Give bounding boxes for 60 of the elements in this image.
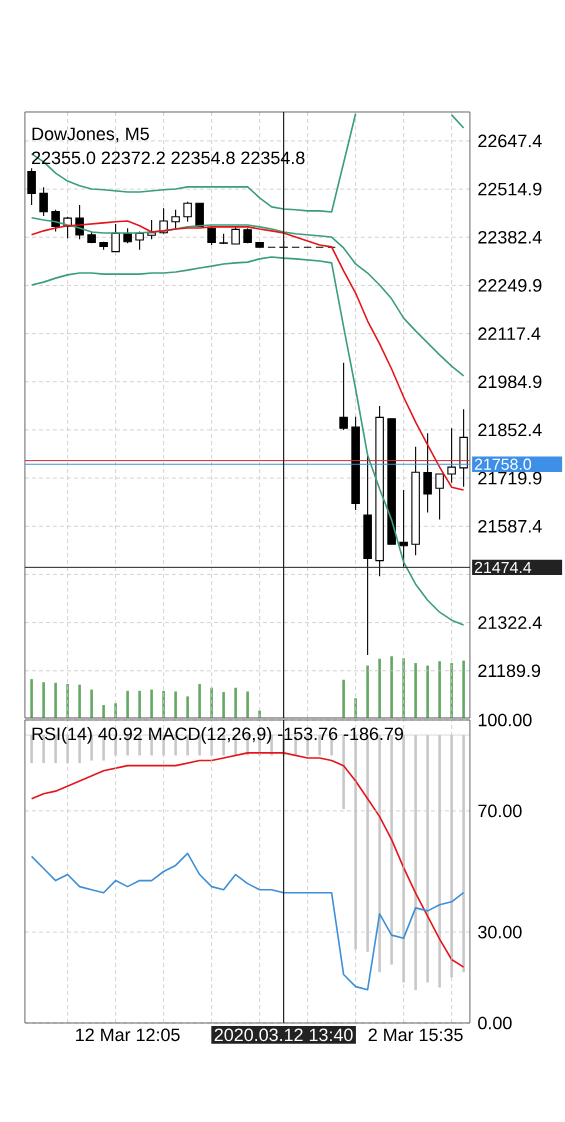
bar (462, 660, 465, 718)
y-tick-label: 21587.4 (478, 519, 542, 533)
candlestick (435, 473, 444, 521)
bar (246, 691, 249, 718)
bar (126, 690, 129, 718)
y-tick-label: 22249.9 (478, 279, 542, 292)
bar (198, 684, 201, 718)
bar (78, 684, 81, 718)
bar (42, 682, 45, 718)
y-tick-label: 22382.4 (478, 230, 542, 244)
y-tick-label: 22647.4 (478, 134, 542, 148)
bar (414, 663, 417, 718)
y-tick-label: 21322.4 (478, 616, 542, 629)
bar (138, 690, 141, 718)
candlestick (183, 201, 192, 223)
bar (342, 679, 345, 718)
y-tick-label: 22117.4 (478, 327, 541, 340)
candlestick (171, 209, 180, 231)
x-tick-label: 12 Mar 12:05 (76, 1028, 180, 1042)
y-tick-label: 30.00 (478, 925, 522, 939)
bar (54, 682, 57, 718)
bar (234, 687, 237, 718)
bar (402, 658, 405, 718)
text: DowJones, M5 (32, 127, 149, 143)
bar (150, 689, 153, 718)
bar (426, 665, 429, 718)
y-tick-label: 0.00 (478, 1016, 512, 1030)
bar (30, 679, 33, 718)
bar (378, 658, 381, 718)
candlestick (27, 167, 36, 206)
bar (90, 689, 93, 718)
candlestick (147, 219, 156, 240)
bar (174, 691, 177, 718)
y-tick-label: 100.00 (478, 713, 532, 727)
y-tick-label: 70.00 (478, 804, 522, 818)
ref-line-label: 21474.4 (474, 561, 532, 573)
bar (438, 661, 441, 718)
bar (186, 696, 189, 718)
candlestick (51, 209, 60, 233)
candlestick (111, 223, 120, 253)
bar (450, 663, 453, 718)
y-tick-label: 21852.4 (478, 423, 542, 437)
bar (66, 684, 69, 718)
bar (354, 698, 357, 718)
y-tick-label: 21984.9 (478, 375, 542, 389)
y-tick-label: 21189.9 (478, 664, 541, 678)
ref-line-label: 21758.0 (474, 458, 532, 470)
candlestick (39, 186, 48, 217)
bar (390, 656, 393, 718)
y-tick-label: 22514.9 (478, 182, 542, 196)
candlestick (423, 432, 432, 514)
x-tick-label: 2020.03.12 13:40 (214, 1028, 353, 1042)
candlestick (399, 489, 408, 568)
bar (366, 665, 369, 718)
y-tick-label: 21719.9 (478, 471, 542, 485)
bar (102, 705, 105, 718)
candlestick (339, 362, 348, 431)
candlestick (447, 427, 456, 484)
x-tick-label: 2 Mar 15:35 (368, 1028, 463, 1042)
bar (222, 692, 225, 718)
